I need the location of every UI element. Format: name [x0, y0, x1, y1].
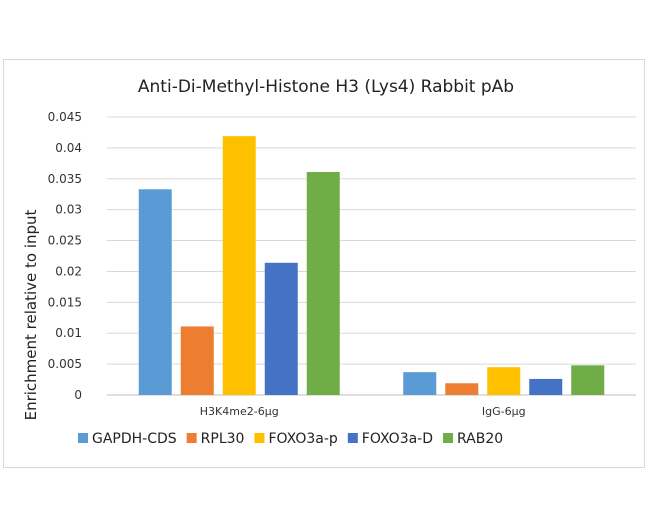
legend-swatch [186, 433, 197, 443]
y-axis-label: Enrichment relative to input [22, 209, 40, 420]
legend-label: FOXO3a-p [268, 431, 337, 447]
category-labels: H3K4me2-6μg IgG-6μg [200, 405, 526, 418]
legend: GAPDH-CDS RPL30 FOXO3a-p FOXO3a-D RAB20 [78, 431, 503, 447]
y-tick-label: 0.01 [55, 326, 82, 340]
category-label: IgG-6μg [482, 405, 526, 418]
bar-rpl30 [180, 326, 214, 395]
y-tick-label: 0.03 [55, 203, 82, 217]
bar-gapdh-cds [403, 372, 437, 395]
legend-item: RPL30 [186, 431, 245, 447]
bar-foxo3a-p [487, 367, 521, 395]
legend-label: RPL30 [201, 431, 245, 447]
y-tick-labels: 0 0.005 0.01 0.015 0.02 0.025 0.03 0.035 0.04 0.0… [48, 110, 82, 402]
bar-gapdh-cds [138, 189, 172, 395]
y-tick-label: 0.02 [55, 264, 82, 278]
chart-frame: Anti-Di-Methyl-Histone H3 (Lys4) Rabbit … [3, 59, 645, 468]
chart: Anti-Di-Methyl-Histone H3 (Lys4) Rabbit … [22, 77, 636, 447]
category-label: H3K4me2-6μg [200, 405, 279, 418]
legend-swatch [78, 433, 88, 443]
bar-rpl30 [445, 383, 479, 395]
legend-swatch [347, 433, 358, 443]
y-tick-label: 0 [74, 388, 82, 402]
chart-title: Anti-Di-Methyl-Histone H3 (Lys4) Rabbit … [138, 77, 514, 97]
bar-rab20 [306, 171, 340, 395]
legend-swatch [443, 433, 454, 443]
y-tick-label: 0.035 [48, 172, 82, 186]
y-tick-label: 0.04 [55, 141, 82, 155]
legend-label: RAB20 [457, 431, 503, 447]
legend-item: FOXO3a-p [254, 431, 338, 447]
y-tick-label: 0.005 [48, 357, 82, 371]
legend-label: FOXO3a-D [362, 431, 433, 447]
bar-rab20 [571, 365, 605, 395]
legend-swatch [254, 433, 265, 443]
legend-item: GAPDH-CDS [78, 431, 177, 447]
legend-item: RAB20 [443, 431, 503, 447]
y-tick-label: 0.025 [48, 234, 82, 248]
y-tick-label: 0.015 [48, 295, 82, 309]
bars [138, 136, 605, 395]
legend-item: FOXO3a-D [347, 431, 433, 447]
bar-foxo3a-d [529, 378, 563, 395]
y-tick-label: 0.045 [48, 110, 82, 124]
bar-foxo3a-p [222, 136, 256, 395]
bar-foxo3a-d [264, 262, 298, 395]
legend-label: GAPDH-CDS [92, 431, 177, 447]
